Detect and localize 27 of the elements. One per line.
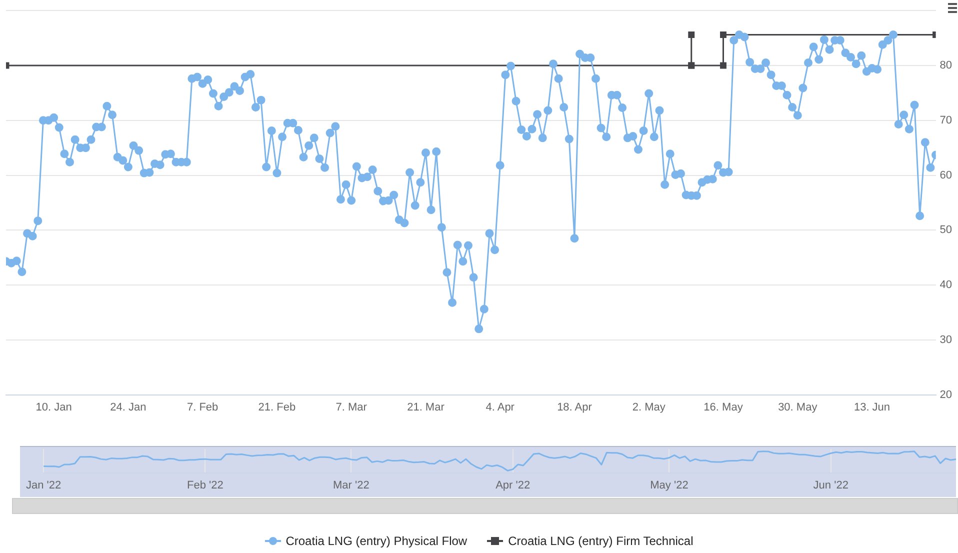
y-tick-label: 60 [940,169,952,182]
y-tick-label: 50 [940,224,952,236]
x-tick-label: 21. Feb [258,401,296,414]
x-tick-label: 4. Apr [486,401,515,414]
x-tick-label: Jun '22 [813,480,848,492]
x-tick-label: 30. May [778,401,818,414]
x-tick-label: 18. Apr [557,401,592,414]
y-tick-label: 70 [940,114,952,126]
legend-label: Croatia LNG (entry) Firm Technical [508,534,694,548]
y-tick-label: 20 [940,388,952,401]
x-tick-label: Feb '22 [187,480,224,492]
x-tick-label: 7. Feb [186,401,218,414]
x-tick-label: 21. Mar [407,401,445,414]
x-tick-label: 13. Jun [854,401,890,414]
x-tick-label: 10. Jan [36,401,72,414]
x-tick-label: Apr '22 [496,480,530,492]
x-tick-label: 16. May [704,401,744,414]
x-tick-label: 2. May [632,401,666,414]
y-tick-label: 30 [940,334,952,346]
x-tick-label: May '22 [650,480,688,492]
x-tick-label: 7. Mar [336,401,368,414]
legend-label: Croatia LNG (entry) Physical Flow [286,534,468,548]
x-tick-label: 24. Jan [110,401,146,414]
y-tick-label: 80 [940,60,952,72]
x-tick-label: Jan '22 [26,480,62,492]
x-tick-label: Mar '22 [333,480,370,492]
y-tick-label: 40 [940,279,952,292]
